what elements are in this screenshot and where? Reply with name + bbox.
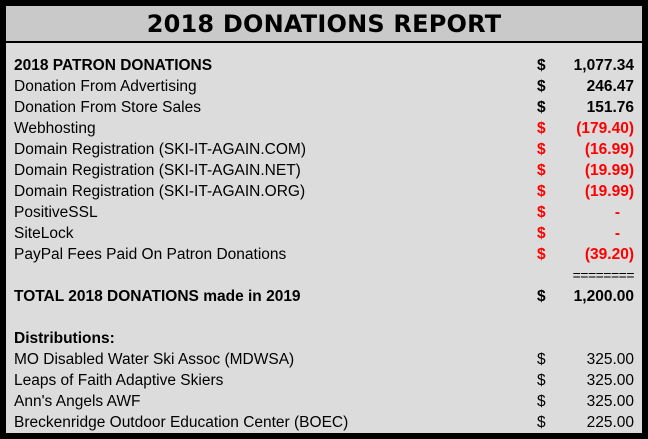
currency-symbol: $ [537, 246, 546, 263]
total-row: TOTAL 2018 DONATIONS made in 2019 $ 1,20… [14, 286, 634, 307]
distributions-heading: Distributions: [14, 328, 634, 349]
currency-symbol: $ [537, 141, 546, 158]
list-item: Breckenridge Outdoor Education Center (B… [14, 412, 634, 433]
row-label: SiteLock [14, 225, 74, 242]
list-item: Ann's Angels AWF $ 325.00 [14, 391, 634, 412]
row-label: Donation From Advertising [14, 78, 197, 95]
row-amount: (19.99) [584, 162, 634, 179]
table-row: PayPal Fees Paid On Patron Donations $ (… [14, 244, 634, 265]
row-label: Breckenridge Outdoor Education Center (B… [14, 414, 349, 431]
total-amount: 1,200.00 [573, 288, 634, 305]
currency-symbol: $ [537, 351, 546, 368]
currency-symbol: $ [537, 57, 546, 74]
row-amount: 225.00 [586, 414, 634, 431]
currency-symbol: $ [537, 393, 546, 410]
list-item: Leaps of Faith Adaptive Skiers $ 325.00 [14, 370, 634, 391]
table-row: SiteLock $ - [14, 223, 634, 244]
row-label: Domain Registration (SKI-IT-AGAIN.COM) [14, 141, 306, 158]
row-amount: (179.40) [576, 120, 634, 137]
table-row: Domain Registration (SKI-IT-AGAIN.COM) $… [14, 139, 634, 160]
currency-symbol: $ [537, 78, 546, 95]
currency-symbol: $ [537, 414, 546, 431]
row-label: Ann's Angels AWF [14, 393, 141, 410]
currency-symbol: $ [537, 225, 546, 242]
table-row: Domain Registration (SKI-IT-AGAIN.NET) $… [14, 160, 634, 181]
row-amount: 246.47 [586, 78, 634, 95]
section-heading: Distributions: [14, 330, 115, 347]
table-row: Domain Registration (SKI-IT-AGAIN.ORG) $… [14, 181, 634, 202]
currency-symbol: $ [537, 372, 546, 389]
row-label: PayPal Fees Paid On Patron Donations [14, 246, 287, 263]
table-row: Donation From Store Sales $ 151.76 [14, 97, 634, 118]
report-sheet: 2018 DONATIONS REPORT 2018 PATRON DONATI… [6, 6, 642, 433]
row-label: Donation From Store Sales [14, 99, 201, 116]
sum-separator: ======== [572, 267, 635, 283]
row-amount: (19.99) [584, 183, 634, 200]
row-amount: (16.99) [584, 141, 634, 158]
row-label: MO Disabled Water Ski Assoc (MDWSA) [14, 351, 295, 368]
row-label: Leaps of Faith Adaptive Skiers [14, 372, 224, 389]
total-label: TOTAL 2018 DONATIONS made in 2019 [14, 288, 301, 305]
list-item: MO Disabled Water Ski Assoc (MDWSA) $ 32… [14, 349, 634, 370]
row-label: Domain Registration (SKI-IT-AGAIN.ORG) [14, 183, 306, 200]
row-label: PositiveSSL [14, 204, 98, 221]
row-amount: - [614, 204, 620, 221]
row-label: Domain Registration (SKI-IT-AGAIN.NET) [14, 162, 301, 179]
row-amount: 151.76 [586, 99, 634, 116]
row-amount: 325.00 [586, 393, 634, 410]
row-label: 2018 PATRON DONATIONS [14, 57, 213, 74]
currency-symbol: $ [537, 99, 546, 116]
table-row: PositiveSSL $ - [14, 202, 634, 223]
currency-symbol: $ [537, 288, 546, 305]
currency-symbol: $ [537, 204, 546, 221]
row-amount: (39.20) [584, 246, 634, 263]
currency-symbol: $ [537, 120, 546, 137]
row-amount: - [614, 225, 620, 242]
row-amount: 325.00 [586, 351, 634, 368]
table-row: 2018 PATRON DONATIONS $ 1,077.34 [14, 55, 634, 76]
title-bar: 2018 DONATIONS REPORT [6, 6, 642, 43]
table-row: Webhosting $ (179.40) [14, 118, 634, 139]
row-amount: 1,077.34 [573, 57, 634, 74]
row-label: Webhosting [14, 120, 96, 137]
report-title: 2018 DONATIONS REPORT [146, 10, 502, 38]
currency-symbol: $ [537, 183, 546, 200]
row-amount: 325.00 [586, 372, 634, 389]
table-row: Donation From Advertising $ 246.47 [14, 76, 634, 97]
currency-symbol: $ [537, 162, 546, 179]
